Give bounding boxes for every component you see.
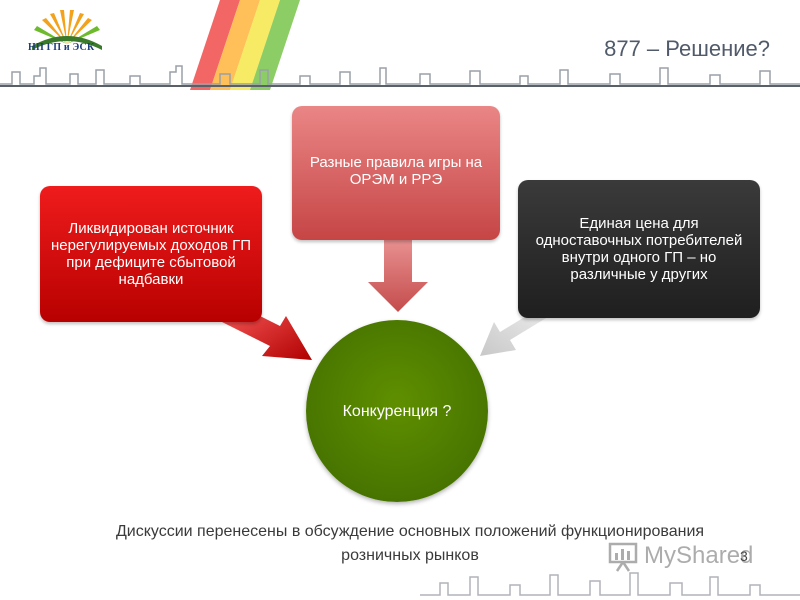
center-circle: Конкуренция ? xyxy=(306,320,488,502)
top-box: Разные правила игры на ОРЭМ и РРЭ xyxy=(292,106,500,240)
slide-title: 877 – Решение? xyxy=(604,36,770,61)
center-label: Конкуренция ? xyxy=(342,402,452,420)
footer-text: Дискуссии перенесены в обсуждение основн… xyxy=(115,523,705,564)
logo-text: НП ГП и ЭСК xyxy=(28,42,95,53)
skyline-decoration-top xyxy=(0,65,800,87)
left-box: Ликвидирован источник нерегулируемых дох… xyxy=(40,186,262,322)
right-box: Единая цена для одноставочных потребител… xyxy=(518,180,760,318)
watermark-text: MyShared xyxy=(644,542,754,569)
top-arrow xyxy=(368,240,428,312)
rainbow-decoration xyxy=(190,0,300,90)
page-number: 3 xyxy=(740,548,748,564)
presentation-icon xyxy=(608,542,638,572)
skyline-decoration-bottom xyxy=(420,572,800,596)
watermark: MyShared xyxy=(608,538,768,574)
sun-logo-icon xyxy=(32,10,102,50)
